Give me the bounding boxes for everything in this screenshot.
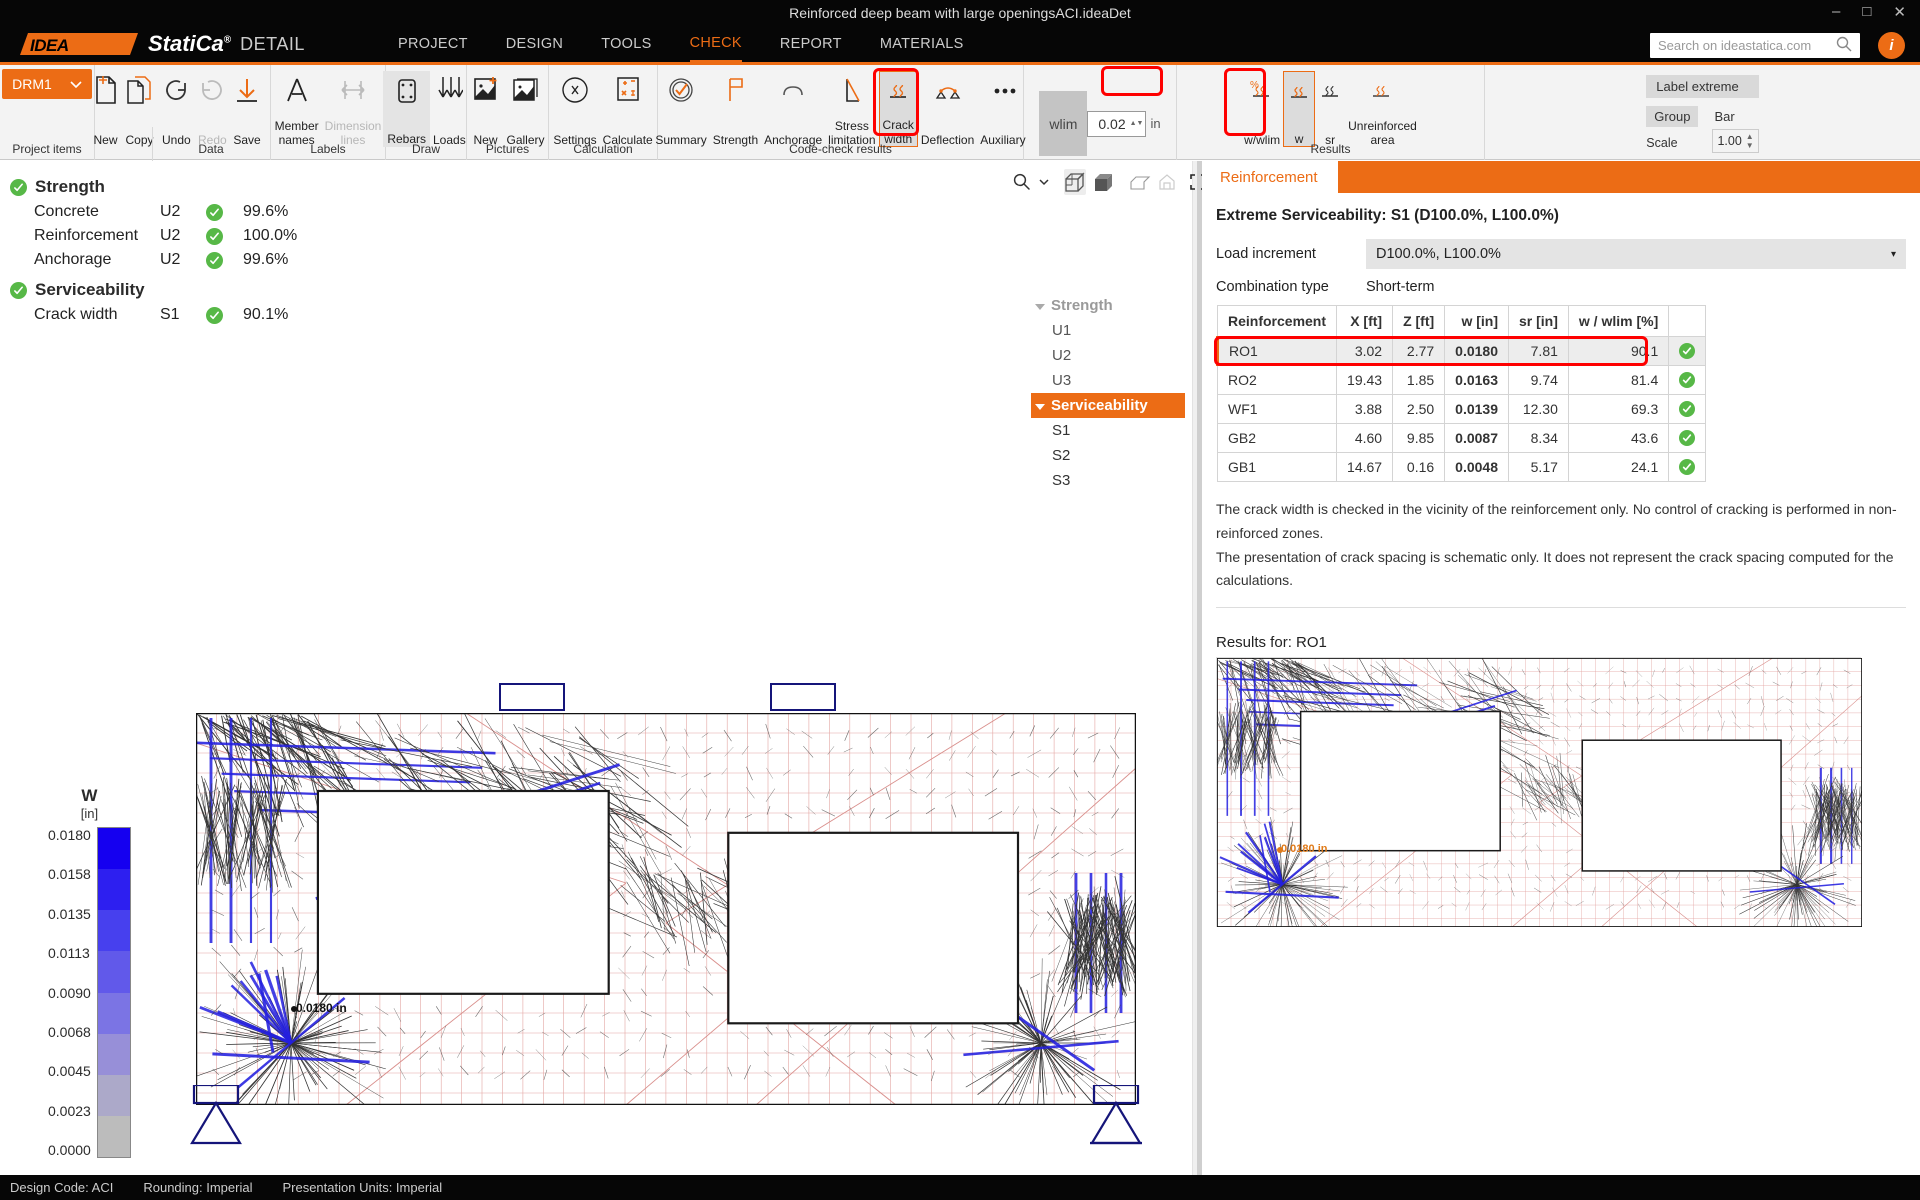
- svg-text:%: %: [1250, 80, 1259, 91]
